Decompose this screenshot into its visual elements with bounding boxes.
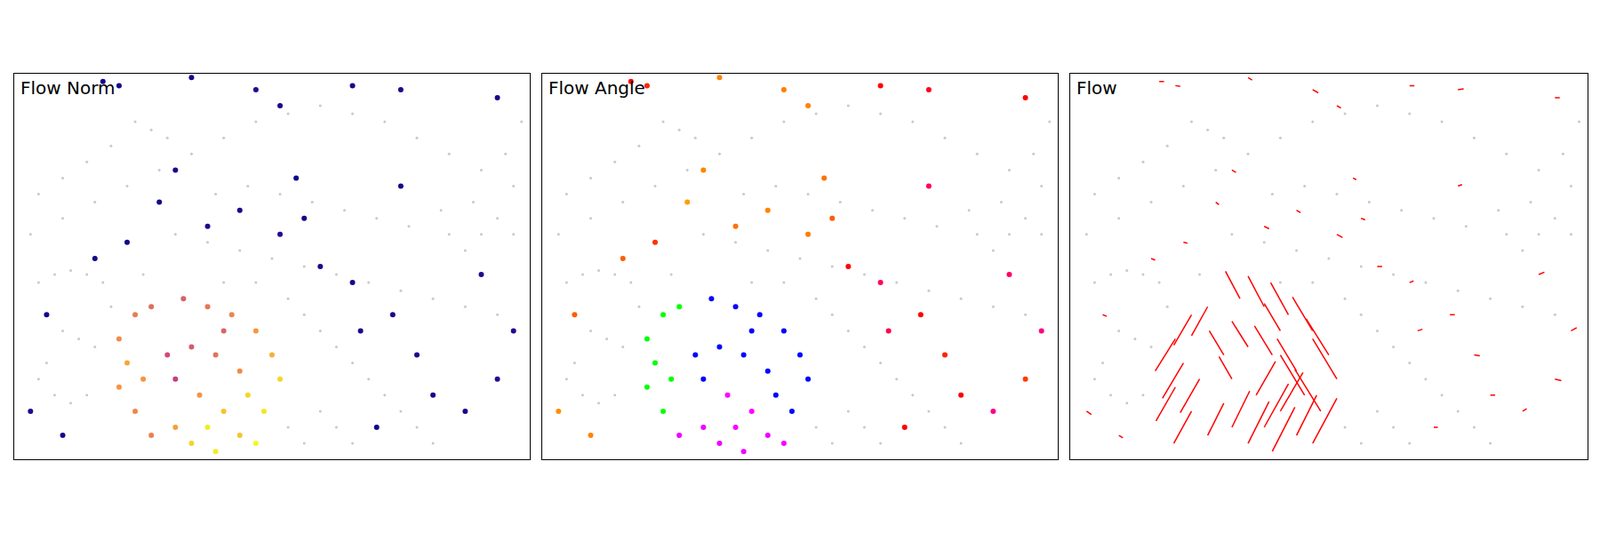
svg-text:Flow Angle: Flow Angle: [548, 77, 646, 99]
svg-text:Flow Norm: Flow Norm: [20, 77, 116, 99]
svg-text:Flow: Flow: [1076, 77, 1118, 99]
